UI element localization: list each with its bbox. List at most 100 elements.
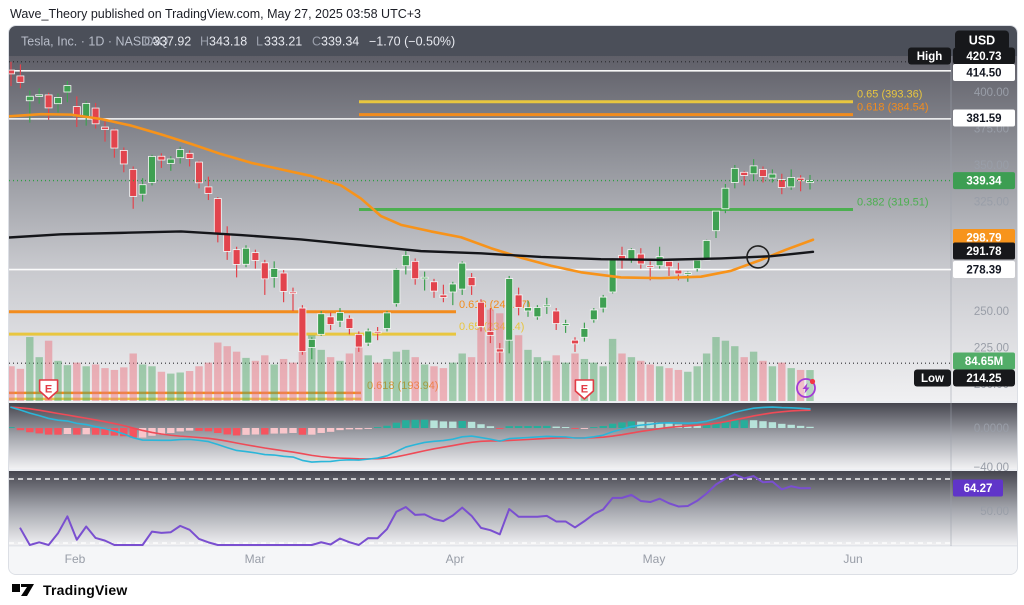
volume-bar — [439, 368, 448, 401]
volume-bar — [35, 357, 43, 401]
volume-bar — [458, 353, 466, 401]
macd-histogram-bar — [383, 425, 391, 428]
candle-body — [185, 152, 194, 159]
candle-body — [223, 233, 232, 252]
macd-histogram-bar — [467, 421, 476, 428]
candle-body — [448, 283, 457, 293]
candle-body — [702, 240, 711, 261]
macd-histogram-bar — [16, 428, 25, 431]
pane-separator — [9, 401, 1017, 403]
volume-bar — [383, 358, 391, 401]
candle-body — [589, 309, 598, 321]
macd-histogram-bar — [599, 425, 607, 428]
macd-histogram-bar — [524, 426, 532, 428]
rsi-value-badge — [953, 479, 1003, 497]
candle-body — [477, 301, 485, 327]
volume-bar — [533, 357, 542, 401]
currency-label: USD — [969, 34, 995, 48]
candle-body — [91, 107, 100, 125]
high-value-label: 420.73 — [966, 51, 1001, 63]
macd-histogram-bar — [693, 425, 701, 428]
flash-icon — [796, 378, 816, 398]
volume-bar — [82, 366, 90, 401]
candle-body — [683, 272, 692, 275]
month-label: Feb — [65, 552, 86, 566]
volume-bar — [561, 362, 570, 401]
volume-bar — [674, 369, 683, 401]
price-tick: 350.00 — [974, 160, 1009, 172]
macd-histogram-bar — [533, 425, 542, 428]
volume-bar — [242, 357, 250, 401]
candle-body — [101, 126, 109, 130]
macd-histogram-bar — [73, 428, 81, 435]
volume-bar — [289, 362, 297, 401]
macd-histogram-bar — [430, 420, 438, 428]
candle-body — [759, 168, 767, 177]
volume-label: 84.65M — [965, 356, 1003, 368]
close-value: 339.34 — [321, 35, 359, 49]
rsi-pane-background — [9, 471, 1017, 546]
volume-bar — [270, 364, 278, 401]
time-axis-labels: Feb Mar Apr May Jun — [65, 552, 863, 566]
macd-histogram-bar — [796, 425, 805, 428]
candle-body — [712, 210, 720, 232]
candle-body — [317, 313, 326, 335]
volume-bar — [157, 371, 166, 401]
volume-bar — [402, 349, 410, 401]
price-tick: 325.00 — [974, 197, 1009, 209]
chart-svg: 0.65 (393.36)0.618 (384.54) 0.382 (319.51… — [9, 26, 1017, 574]
candle-body — [354, 333, 363, 348]
volume-bar — [185, 371, 194, 401]
volume-bar — [420, 364, 429, 401]
hline-badge-414 — [953, 64, 1015, 81]
volume-bar — [505, 305, 513, 401]
candle-body — [35, 94, 44, 97]
volume-bar — [138, 364, 147, 401]
low-marker-label: Low — [921, 373, 944, 385]
candle-body — [54, 97, 62, 105]
volume-bar — [618, 353, 626, 401]
macd-histogram-bar — [326, 428, 335, 432]
candle-body — [777, 179, 786, 188]
volume-bar — [524, 349, 532, 401]
macd-histogram-bar — [63, 428, 72, 435]
volume-bar — [702, 353, 711, 401]
volume-bar — [430, 366, 438, 401]
macd-histogram-bar — [204, 428, 213, 432]
last-price-badge — [953, 172, 1015, 190]
month-label: May — [643, 552, 666, 566]
volume-bar — [514, 335, 523, 401]
volume-bar — [345, 353, 354, 401]
hline-label-414: 414.50 — [966, 68, 1001, 80]
macd-histogram-bar — [561, 427, 570, 428]
volume-bar — [214, 342, 222, 401]
macd-histogram-bar — [364, 428, 372, 429]
candle-body — [176, 149, 185, 159]
macd-histogram-bar — [514, 426, 523, 428]
candle-body — [82, 102, 91, 118]
candle-body — [298, 307, 307, 352]
ma-orange-label: 298.79 — [966, 233, 1001, 245]
candle-body — [495, 348, 504, 353]
macd-histogram-bar — [120, 428, 128, 437]
macd-histogram-bar — [82, 428, 90, 435]
macd-histogram-bar — [655, 422, 664, 428]
volume-bar — [26, 337, 34, 401]
macd-histogram-bar — [185, 428, 194, 431]
candle-body — [599, 296, 608, 309]
macd-histogram-bar — [571, 428, 579, 429]
candle-body — [25, 95, 34, 102]
candle-body — [279, 272, 288, 292]
candle-body — [524, 307, 532, 312]
plot-area: 0.65 (393.36)0.618 (384.54) 0.382 (319.51… — [9, 61, 951, 546]
candle-body — [655, 256, 664, 267]
candle-body — [467, 277, 476, 287]
title-bar-background — [9, 26, 1017, 56]
volume-bar — [73, 362, 81, 401]
month-label: Mar — [245, 552, 266, 566]
candle-body — [110, 129, 119, 149]
macd-histogram-bar — [449, 421, 457, 428]
macd-histogram-bar — [731, 420, 739, 428]
candle-body — [430, 281, 438, 292]
open-value: 337.92 — [153, 35, 191, 49]
